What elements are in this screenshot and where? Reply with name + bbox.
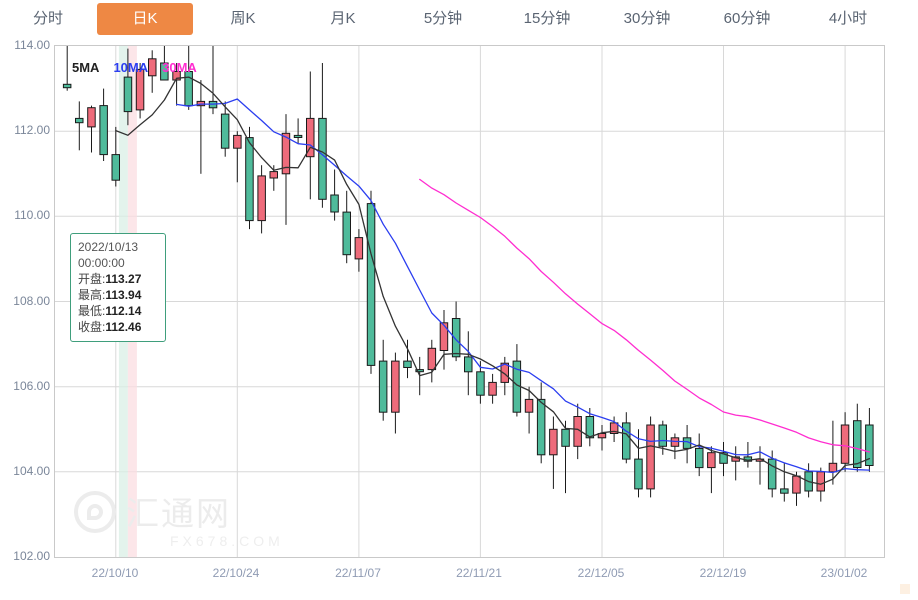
tooltip-row-2: 最低:112.14 <box>78 303 158 319</box>
timeframe-tabbar: 分时 日K 周K 月K 5分钟 15分钟 30分钟 60分钟 4小时 <box>0 0 918 38</box>
legend-30ma: 30MA <box>162 60 197 75</box>
ma-legend: 5MA 10MA 30MA <box>72 60 211 75</box>
tooltip-value-2: 112.14 <box>105 304 142 318</box>
tab-0[interactable]: 分时 <box>32 10 63 27</box>
y-tick-0: 102.00 <box>13 549 50 563</box>
tooltip-time: 00:00:00 <box>78 256 125 270</box>
tooltip-label-1: 最高: <box>78 288 106 302</box>
tooltip-row-0: 开盘:113.27 <box>78 271 158 287</box>
tooltip-value-0: 113.27 <box>105 272 142 286</box>
legend-10ma: 10MA <box>113 60 149 75</box>
y-tick-3: 108.00 <box>13 294 50 308</box>
chart-plot-area[interactable] <box>54 45 885 558</box>
y-tick-5: 112.00 <box>14 123 50 137</box>
x-tick-5: 22/12/19 <box>699 566 747 580</box>
y-tick-2: 106.00 <box>13 379 50 393</box>
x-tick-2: 22/11/07 <box>335 566 381 580</box>
candlestick-canvas <box>55 46 884 557</box>
tooltip-label-3: 收盘: <box>78 320 106 334</box>
x-tick-3: 22/11/21 <box>456 566 502 580</box>
tooltip-label-0: 开盘: <box>78 272 106 286</box>
y-tick-1: 104.00 <box>13 464 50 478</box>
tooltip-row-1: 最高:113.94 <box>78 287 158 303</box>
tab-7[interactable]: 60分钟 <box>723 10 771 27</box>
tab-6[interactable]: 30分钟 <box>623 10 671 27</box>
legend-5ma: 5MA <box>72 60 100 75</box>
corner-mark <box>900 584 910 594</box>
tooltip-value-3: 112.46 <box>105 320 142 334</box>
y-tick-6: 114.00 <box>14 38 50 52</box>
tab-3[interactable]: 月K <box>330 10 356 27</box>
tab-5[interactable]: 15分钟 <box>523 10 571 27</box>
tab-8[interactable]: 4小时 <box>828 10 868 27</box>
tooltip-date: 2022/10/13 <box>78 240 139 254</box>
tab-1[interactable]: 日K <box>97 3 193 35</box>
ohlc-tooltip: 2022/10/13 00:00:00 开盘:113.27 最高:113.94 最低… <box>70 233 166 342</box>
tooltip-value-1: 113.94 <box>105 288 142 302</box>
x-tick-4: 22/12/05 <box>577 566 625 580</box>
x-tick-1: 22/10/24 <box>212 566 260 580</box>
x-tick-0: 22/10/10 <box>91 566 139 580</box>
x-tick-6: 23/01/02 <box>820 566 868 580</box>
y-tick-4: 110.00 <box>14 208 50 222</box>
tooltip-label-2: 最低: <box>78 304 106 318</box>
tab-2[interactable]: 周K <box>230 10 256 27</box>
tooltip-row-3: 收盘:112.46 <box>78 319 158 335</box>
tab-4[interactable]: 5分钟 <box>423 10 463 27</box>
